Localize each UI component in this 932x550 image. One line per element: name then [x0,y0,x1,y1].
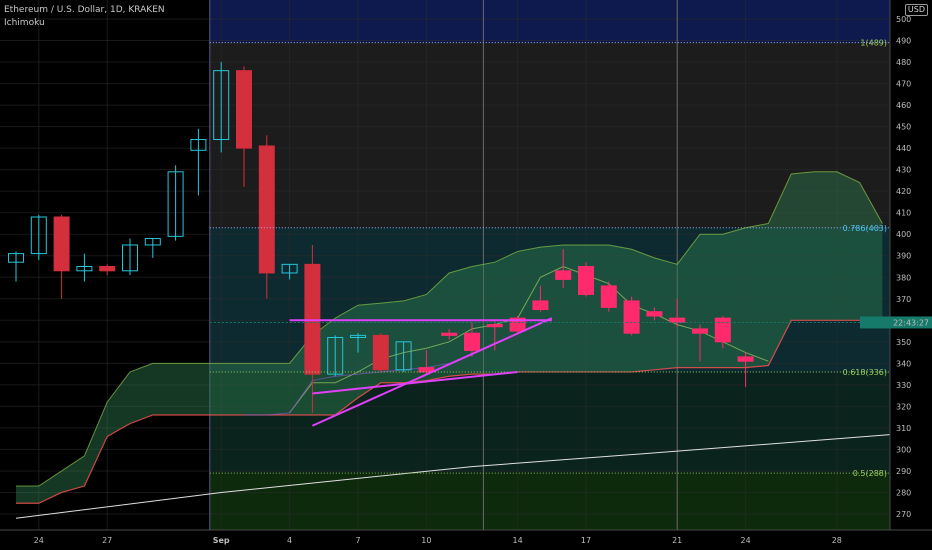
fib-level-label: 0.5(288) [853,469,887,478]
candle-body [669,317,686,323]
time-tick-label: 27 [102,536,112,545]
time-tick-label: 17 [581,536,591,545]
price-tick-label: 450 [896,123,911,132]
candle-body [464,332,480,351]
candle-body [327,337,344,375]
time-tick-label: 24 [741,536,751,545]
price-tick-label: 290 [896,467,911,476]
price-tick-label: 330 [896,381,911,390]
long-moving-average [15,433,894,519]
chart-title: Ethereum / U.S. Dollar, 1D, KRAKEN [4,5,165,15]
candle-body [578,266,594,295]
bg-zone-top [209,0,891,43]
price-tick-label: 280 [896,488,911,497]
candle-body [30,216,47,255]
price-tick-label: 350 [896,338,911,347]
price-tick-label: 430 [896,166,911,175]
candle-body [304,263,321,375]
bg-zone-lower [209,371,891,474]
time-axis-bg [0,530,932,550]
candle-body [600,285,617,308]
candle-body [258,145,275,274]
price-tick-label: 500 [896,15,911,24]
cloud-upper-edge [16,171,883,487]
candle-body [122,244,138,272]
time-tick-label: 24 [34,536,44,545]
price-tick-label: 320 [896,402,911,411]
candle-body [555,270,572,280]
bg-zone-upper [209,42,891,228]
candle-body [646,311,663,317]
candle-body [395,341,412,371]
time-tick-label: 4 [287,536,292,545]
trendline [311,317,553,427]
candle-body [8,253,24,263]
time-tick-label: 14 [513,536,523,545]
indicator-label[interactable]: Ichimoku [4,18,45,28]
candle-body [236,70,252,149]
price-axis-bg [890,0,932,550]
candle-body [737,356,754,362]
price-tick-label: 340 [896,359,911,368]
candle-body [623,300,640,334]
cloud-lower-edge [16,319,883,504]
fib-level-label: 0.786(403) [843,224,887,233]
fibonacci-levels: 1(489) 0.786(403) 0.618(336) 0.5(288) [209,39,890,478]
price-axis[interactable]: 2702802903003103203303403503603703803904… [209,0,932,550]
time-tick-label: 10 [421,536,431,545]
time-tick-label: Sep [213,536,230,545]
candle-body [53,216,70,272]
trendlines [289,317,553,427]
price-tick-label: 440 [896,144,911,153]
fib-level-label: 1(489) [860,39,887,48]
price-tick-label: 460 [896,101,911,110]
candlesticks [8,62,754,413]
price-tick-label: 420 [896,187,911,196]
candle-body [99,266,116,272]
lagging-span-line [289,265,769,414]
candle-body [532,300,549,311]
candle-body [692,328,708,334]
conversion-line [244,362,450,416]
candle-body [144,238,161,246]
time-axis[interactable]: 24 27 Sep 4 7 10 14 17 21 24 28 [0,529,932,550]
fib-level-label: 0.618(336) [843,368,887,377]
price-tick-label: 410 [896,209,911,218]
indicator-lines [15,265,894,519]
time-tick-label: 28 [832,536,842,545]
candle-body [213,70,230,141]
price-tick-label: 380 [896,273,911,282]
trendline [312,370,518,395]
price-tick-label: 370 [896,295,911,304]
grid-lines [0,0,890,530]
candle-body [281,263,298,274]
currency-badge[interactable]: USD [904,4,928,16]
price-tick-label: 480 [896,58,911,67]
price-tick-label: 390 [896,252,911,261]
price-tick-label: 470 [896,80,911,89]
price-tick-label: 300 [896,445,911,454]
candle-body [167,171,184,237]
price-tag-box [860,316,932,329]
candle-body [486,324,503,328]
price-tick-label: 310 [896,424,911,433]
price-tick-label: 490 [896,37,911,46]
candle-body [76,266,93,272]
candle-body [350,334,366,339]
time-tick-label: 21 [672,536,682,545]
price-tick-label: 400 [896,230,911,239]
candle-body [441,332,458,336]
candle-body [714,317,731,343]
bg-zone-bottom [209,473,891,530]
candle-body [190,139,207,151]
time-tick-label: 7 [355,536,360,545]
candle-body [509,317,526,332]
price-tag-label: 22:43:27 [893,318,929,327]
candle-body [372,334,389,371]
price-tick-label: 270 [896,510,911,519]
